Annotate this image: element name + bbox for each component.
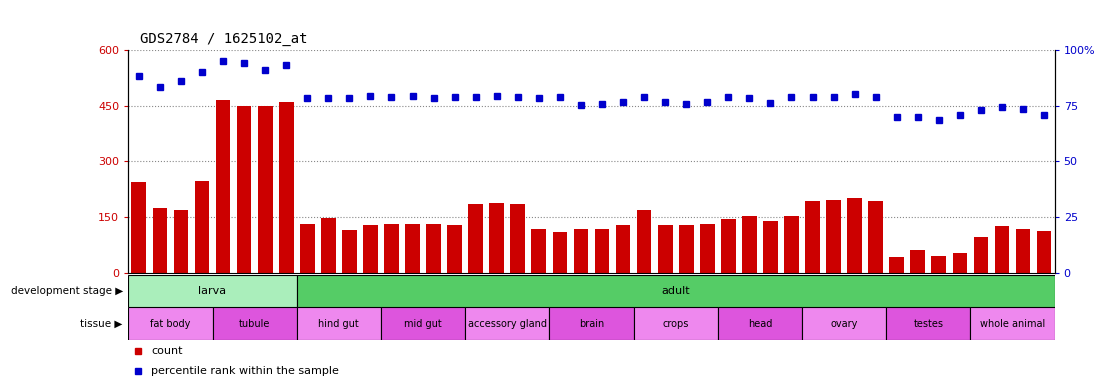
- Bar: [634, 307, 718, 340]
- Bar: [886, 307, 971, 340]
- Bar: [465, 307, 549, 340]
- Bar: [341, 230, 357, 273]
- Bar: [932, 256, 946, 273]
- Bar: [868, 201, 883, 273]
- Bar: [1037, 231, 1051, 273]
- Bar: [381, 307, 465, 340]
- Bar: [679, 225, 693, 273]
- Bar: [802, 307, 886, 340]
- Bar: [297, 275, 1055, 307]
- Bar: [616, 225, 631, 273]
- Bar: [889, 257, 904, 273]
- Bar: [826, 200, 841, 273]
- Bar: [718, 307, 802, 340]
- Bar: [637, 210, 652, 273]
- Bar: [128, 307, 212, 340]
- Text: crops: crops: [663, 318, 689, 329]
- Text: tubule: tubule: [239, 318, 270, 329]
- Bar: [297, 307, 381, 340]
- Bar: [847, 199, 862, 273]
- Bar: [549, 307, 634, 340]
- Text: development stage ▶: development stage ▶: [10, 286, 123, 296]
- Text: accessory gland: accessory gland: [468, 318, 547, 329]
- Bar: [510, 204, 526, 273]
- Bar: [994, 226, 1009, 273]
- Text: whole animal: whole animal: [980, 318, 1046, 329]
- Bar: [657, 225, 673, 273]
- Text: count: count: [152, 346, 183, 356]
- Bar: [153, 208, 167, 273]
- Text: fat body: fat body: [151, 318, 191, 329]
- Bar: [1016, 229, 1030, 273]
- Text: tissue ▶: tissue ▶: [80, 318, 123, 329]
- Bar: [552, 232, 567, 273]
- Bar: [469, 204, 483, 273]
- Text: testes: testes: [913, 318, 943, 329]
- Bar: [174, 210, 189, 273]
- Bar: [448, 225, 462, 273]
- Bar: [490, 203, 504, 273]
- Bar: [237, 106, 251, 273]
- Bar: [531, 229, 546, 273]
- Bar: [194, 180, 210, 273]
- Text: ovary: ovary: [830, 318, 858, 329]
- Bar: [953, 253, 968, 273]
- Text: percentile rank within the sample: percentile rank within the sample: [152, 366, 339, 376]
- Bar: [258, 106, 272, 273]
- Bar: [212, 307, 297, 340]
- Text: brain: brain: [579, 318, 604, 329]
- Text: GDS2784 / 1625102_at: GDS2784 / 1625102_at: [140, 32, 307, 46]
- Bar: [700, 223, 714, 273]
- Text: larva: larva: [199, 286, 227, 296]
- Bar: [300, 224, 315, 273]
- Text: head: head: [748, 318, 772, 329]
- Text: adult: adult: [662, 286, 690, 296]
- Bar: [426, 224, 441, 273]
- Bar: [384, 224, 398, 273]
- Bar: [595, 229, 609, 273]
- Text: mid gut: mid gut: [404, 318, 442, 329]
- Bar: [405, 223, 420, 273]
- Text: hind gut: hind gut: [318, 318, 359, 329]
- Bar: [363, 225, 378, 273]
- Bar: [721, 219, 735, 273]
- Bar: [973, 237, 989, 273]
- Bar: [742, 216, 757, 273]
- Bar: [321, 218, 336, 273]
- Bar: [911, 250, 925, 273]
- Bar: [132, 182, 146, 273]
- Bar: [574, 229, 588, 273]
- Bar: [763, 221, 778, 273]
- Bar: [279, 102, 294, 273]
- Bar: [971, 307, 1055, 340]
- Bar: [128, 275, 297, 307]
- Bar: [805, 201, 820, 273]
- Bar: [785, 216, 799, 273]
- Bar: [215, 100, 230, 273]
